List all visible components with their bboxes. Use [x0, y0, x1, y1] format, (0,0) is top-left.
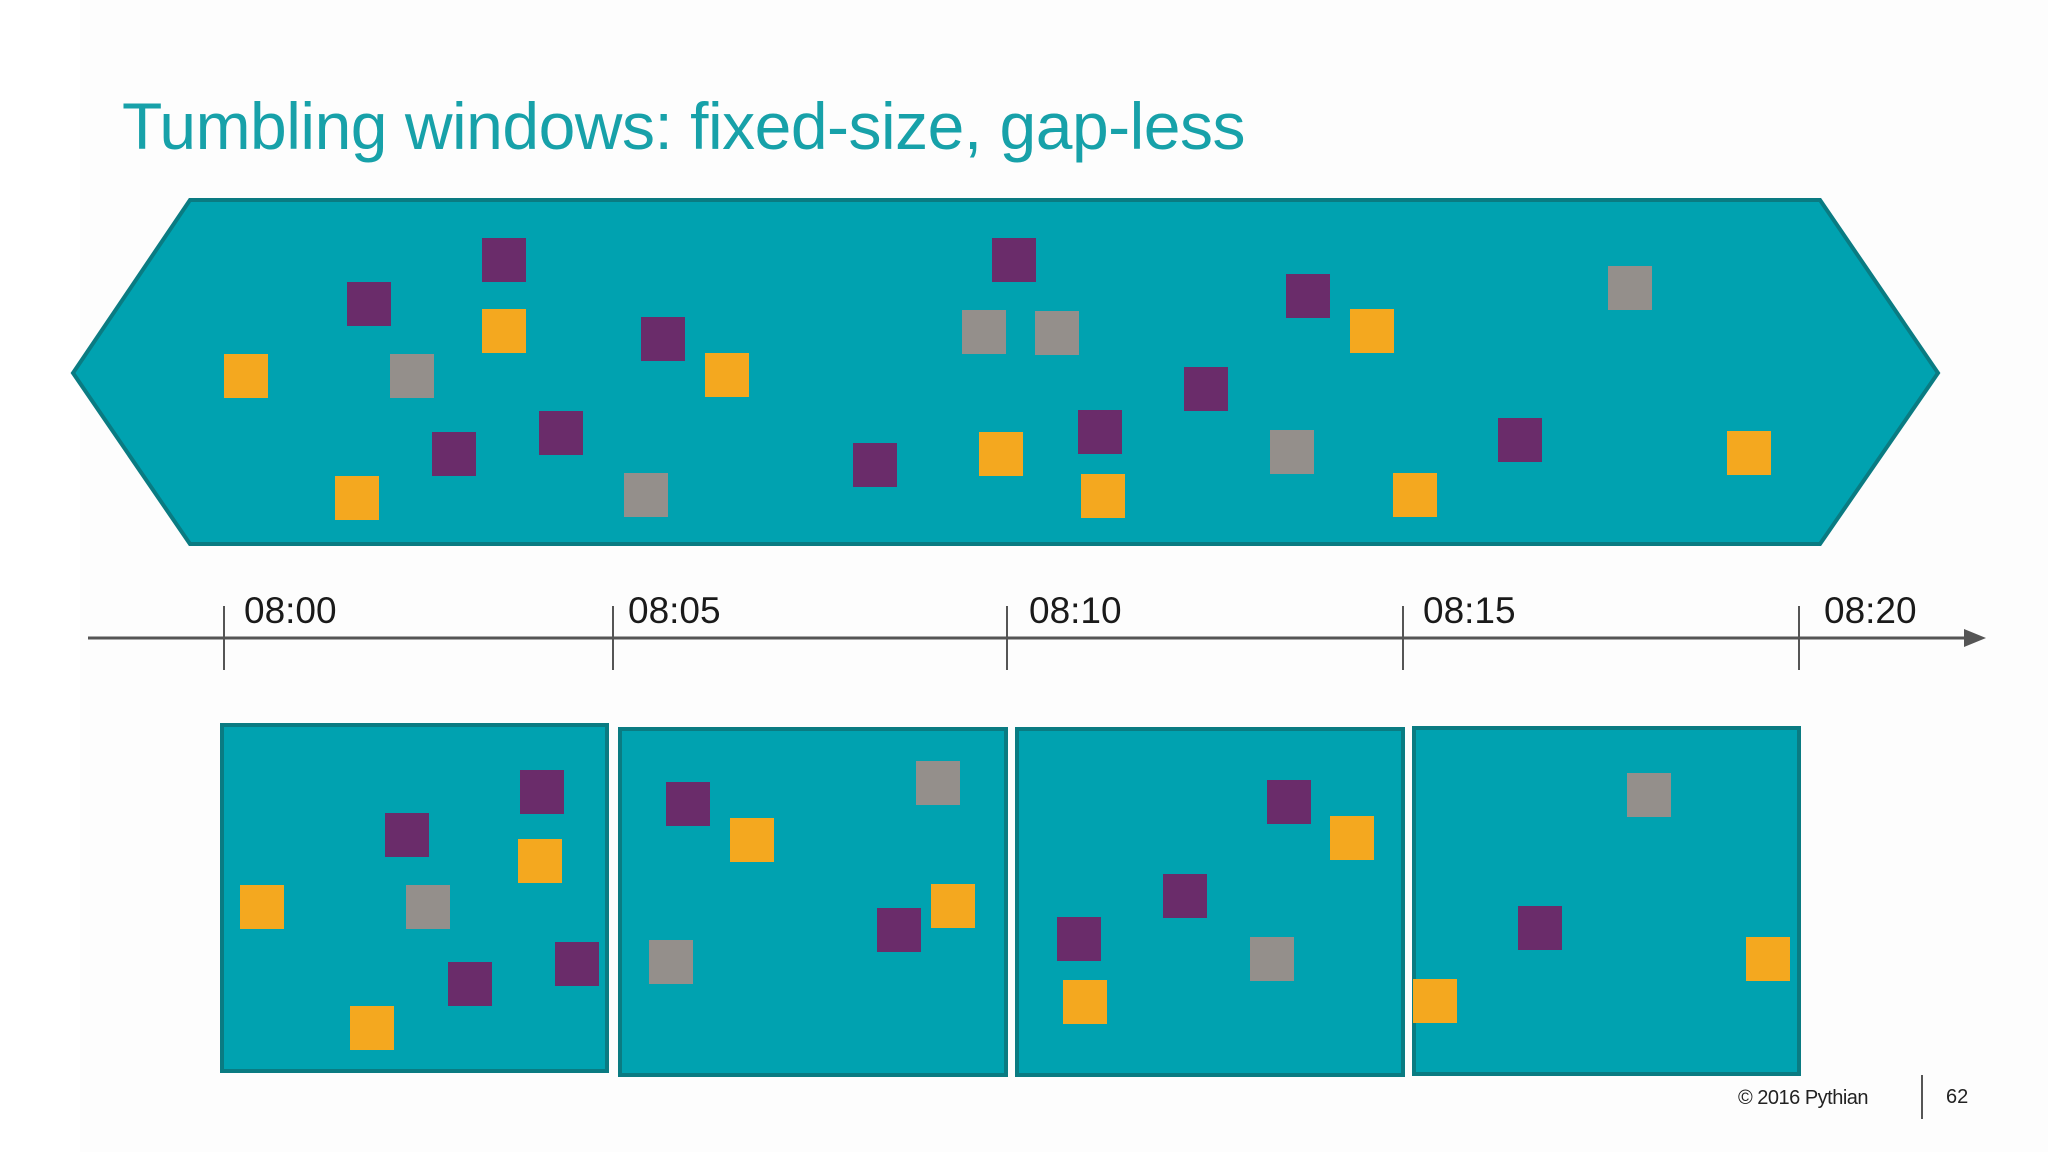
footer-divider: [1921, 1075, 1923, 1119]
stream-event-gray: [390, 354, 434, 398]
stream-event-gray: [962, 310, 1006, 354]
tumbling-windows: [220, 723, 1801, 1077]
timeline-tick-marks: [223, 606, 1800, 670]
stream-event-gray: [1270, 430, 1314, 474]
timeline-tick-label: 08:20: [1824, 590, 1917, 631]
timeline-tick-label: 08:10: [1029, 590, 1122, 631]
tumbling-window-1: [220, 723, 609, 1073]
stream-event-gray: [1035, 311, 1079, 355]
window-event-gray: [1250, 937, 1294, 981]
page-number: 62: [1946, 1086, 1969, 1108]
stream-event-purple: [992, 238, 1036, 282]
window-event-purple: [385, 813, 429, 857]
window-event-gray: [406, 885, 450, 929]
stream-event-gray: [1608, 266, 1652, 310]
window-event-orange: [240, 885, 284, 929]
stream-event-purple: [1498, 418, 1542, 462]
stream-event-purple: [1078, 410, 1122, 454]
stream-event-orange: [705, 353, 749, 397]
stream-event-orange: [224, 354, 268, 398]
window-event-orange: [1746, 937, 1790, 981]
event-stream-shape: [70, 198, 1941, 546]
window-box: [1412, 726, 1801, 1076]
stream-event-orange: [1393, 473, 1437, 517]
window-event-purple: [555, 942, 599, 986]
timeline-arrowhead: [1964, 629, 1986, 647]
stream-event-purple: [853, 443, 897, 487]
stream-event-orange: [335, 476, 379, 520]
window-event-purple: [1267, 780, 1311, 824]
stream-event-orange: [482, 309, 526, 353]
tumbling-window-3: [1015, 727, 1405, 1077]
tumbling-window-2: [618, 727, 1008, 1077]
stream-event-orange: [979, 432, 1023, 476]
footer-copyright: © 2016 Pythian: [1738, 1087, 1869, 1109]
timeline-tick-label: 08:15: [1423, 590, 1516, 631]
timeline-tick-label: 08:05: [628, 590, 721, 631]
tumbling-window-4: [1412, 726, 1801, 1076]
window-event-orange: [350, 1006, 394, 1050]
stream-event-gray: [624, 473, 668, 517]
window-event-gray: [1627, 773, 1671, 817]
window-event-purple: [520, 770, 564, 814]
window-event-purple: [1163, 874, 1207, 918]
stream-event-orange: [1727, 431, 1771, 475]
stream-event-purple: [539, 411, 583, 455]
window-event-purple: [666, 782, 710, 826]
window-event-orange: [518, 839, 562, 883]
stream-event-orange: [1081, 474, 1125, 518]
window-event-orange: [931, 884, 975, 928]
window-event-purple: [877, 908, 921, 952]
stream-events: [224, 238, 1771, 520]
window-event-orange: [1413, 979, 1457, 1023]
window-event-gray: [916, 761, 960, 805]
stream-event-purple: [432, 432, 476, 476]
stream-event-orange: [1350, 309, 1394, 353]
window-event-orange: [1330, 816, 1374, 860]
window-event-purple: [448, 962, 492, 1006]
slide-title: Tumbling windows: fixed-size, gap-less: [122, 89, 1246, 163]
stream-event-purple: [641, 317, 685, 361]
timeline-tick-label: 08:00: [244, 590, 337, 631]
stream-event-purple: [1286, 274, 1330, 318]
window-event-orange: [730, 818, 774, 862]
window-event-gray: [649, 940, 693, 984]
window-event-purple: [1518, 906, 1562, 950]
stream-event-purple: [482, 238, 526, 282]
stream-event-purple: [1184, 367, 1228, 411]
window-event-orange: [1063, 980, 1107, 1024]
stream-event-purple: [347, 282, 391, 326]
window-event-purple: [1057, 917, 1101, 961]
